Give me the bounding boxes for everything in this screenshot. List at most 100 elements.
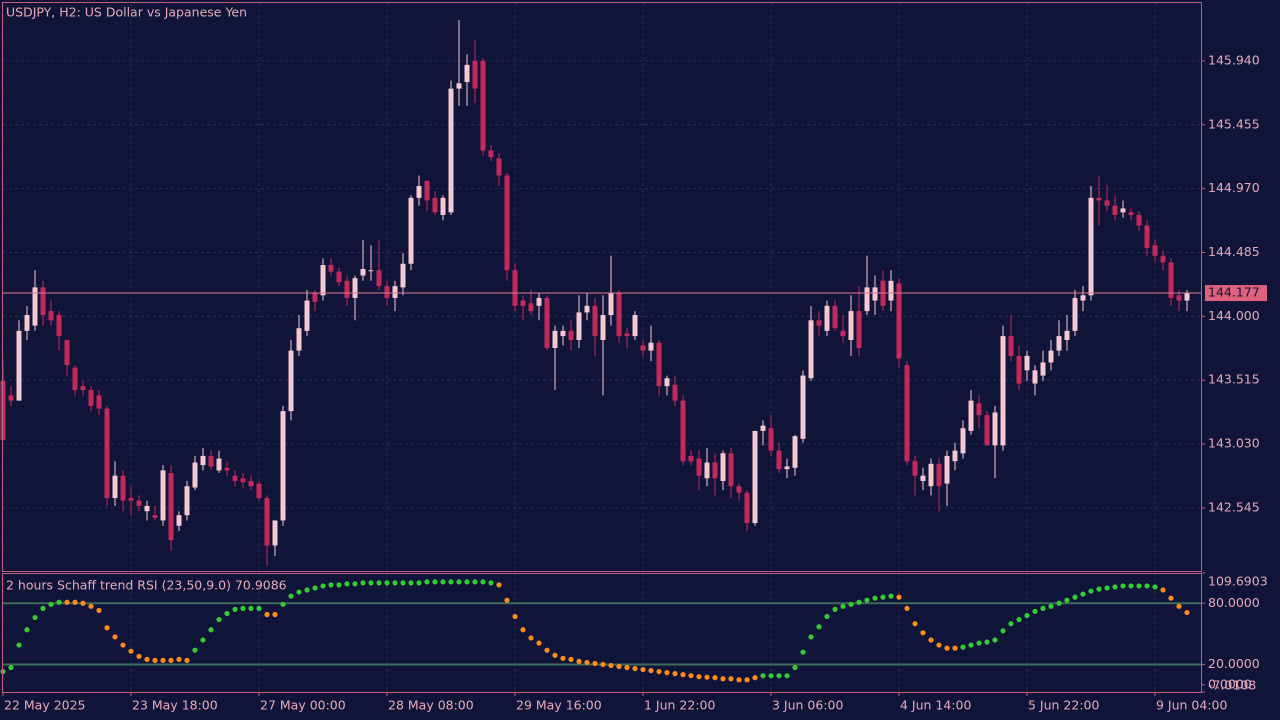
candle-body <box>1080 295 1086 301</box>
candle-body <box>704 462 710 479</box>
candle-body <box>896 283 902 359</box>
indicator-dot <box>488 580 494 586</box>
indicator-dot <box>888 593 894 599</box>
indicator-dot <box>144 656 150 662</box>
indicator-dot <box>880 594 886 600</box>
indicator-dot <box>72 599 78 605</box>
candle-body <box>24 315 30 331</box>
candle-body <box>968 400 974 431</box>
candle-body <box>320 265 326 296</box>
indicator-dot <box>776 673 782 679</box>
candle-body <box>216 458 222 471</box>
candle-body <box>432 197 438 213</box>
candle-body <box>368 270 374 272</box>
indicator-dot <box>672 671 678 677</box>
indicator-dot <box>288 593 294 599</box>
indicator-dot <box>480 579 486 585</box>
candle-body <box>856 311 862 348</box>
indicator-dot <box>328 582 334 588</box>
y-tick-label: 145.455 <box>1208 116 1260 131</box>
indicator-panel-frame <box>2 573 1202 693</box>
candle-body <box>768 428 774 451</box>
candle-body <box>312 292 318 302</box>
candle-body <box>528 303 534 312</box>
candle-body <box>224 467 230 471</box>
candle-body <box>328 265 334 272</box>
indicator-dot <box>272 611 278 618</box>
candle-body <box>240 478 246 483</box>
indicator-dot <box>360 580 366 586</box>
indicator-dot <box>80 600 86 606</box>
indicator-dot <box>568 656 574 662</box>
indicator-dot <box>824 613 830 620</box>
indicator-dot <box>808 634 814 640</box>
candle-body <box>360 268 366 276</box>
candle-body <box>544 297 550 348</box>
indicator-dot <box>616 663 622 670</box>
indicator-dot <box>296 589 302 595</box>
indicator-dot <box>864 597 870 603</box>
y-tick-label: 144.485 <box>1208 244 1260 259</box>
indicator-dot <box>528 635 534 641</box>
x-tick-label: 22 May 2025 <box>4 698 86 713</box>
candle-body <box>264 498 270 546</box>
indicator-dot <box>872 595 878 601</box>
indicator-dot <box>1032 608 1038 615</box>
candle-body <box>64 340 70 366</box>
candle-body <box>904 365 910 462</box>
indicator-dot <box>376 580 382 586</box>
candle-body <box>176 515 182 526</box>
y-tick-label: 20.0000 <box>1208 656 1260 671</box>
candle-body <box>832 305 838 329</box>
indicator-dot <box>192 647 198 653</box>
indicator-dot <box>152 657 158 663</box>
candle-body <box>504 175 510 271</box>
candle-body <box>496 158 502 176</box>
candle-body <box>336 271 342 283</box>
indicator-dot <box>1016 616 1022 623</box>
candle-body <box>824 305 830 331</box>
x-tick-label: 29 May 16:00 <box>516 698 602 713</box>
indicator-dot <box>256 605 262 611</box>
candle-body <box>1032 370 1038 384</box>
indicator-dot <box>936 642 942 648</box>
candle-body <box>840 330 846 337</box>
indicator-dot <box>1040 605 1046 611</box>
candle-body <box>192 462 198 488</box>
candle-body <box>456 83 462 89</box>
indicator-dot <box>336 582 342 588</box>
candle-body <box>800 375 806 439</box>
marks-layer <box>0 20 1201 683</box>
candle-body <box>1016 355 1022 384</box>
indicator-dot <box>304 587 310 593</box>
indicator-dot <box>1112 584 1118 590</box>
candle-body <box>304 300 310 331</box>
candle-body <box>56 315 62 337</box>
indicator-dot <box>1080 591 1086 597</box>
candle-body <box>232 475 238 481</box>
y-tick-label: 0.0000 <box>1208 676 1252 691</box>
y-tick-label: 144.970 <box>1208 180 1260 195</box>
indicator-dot <box>48 601 54 607</box>
candle-body <box>696 458 702 476</box>
candle-body <box>1128 212 1134 215</box>
candle-body <box>272 520 278 546</box>
candle-body <box>568 330 574 341</box>
x-tick-label: 5 Jun 22:00 <box>1028 698 1100 713</box>
indicator-title: 2 hours Schaff trend RSI (23,50,9.0) 70.… <box>6 578 287 593</box>
indicator-dot <box>344 581 350 587</box>
candle-body <box>560 330 566 337</box>
indicator-dot <box>208 627 214 633</box>
y-tick-label: 143.030 <box>1208 436 1260 451</box>
candle-body <box>488 150 494 158</box>
indicator-dot <box>440 579 446 585</box>
candle-body <box>400 263 406 288</box>
indicator-dot <box>624 664 630 671</box>
indicator-dot <box>1008 621 1014 627</box>
candle-body <box>752 430 758 524</box>
candle-body <box>872 287 878 301</box>
candle-body <box>392 286 398 298</box>
indicator-dot <box>1176 603 1182 609</box>
candle-body <box>112 475 118 499</box>
candle-body <box>8 395 14 401</box>
